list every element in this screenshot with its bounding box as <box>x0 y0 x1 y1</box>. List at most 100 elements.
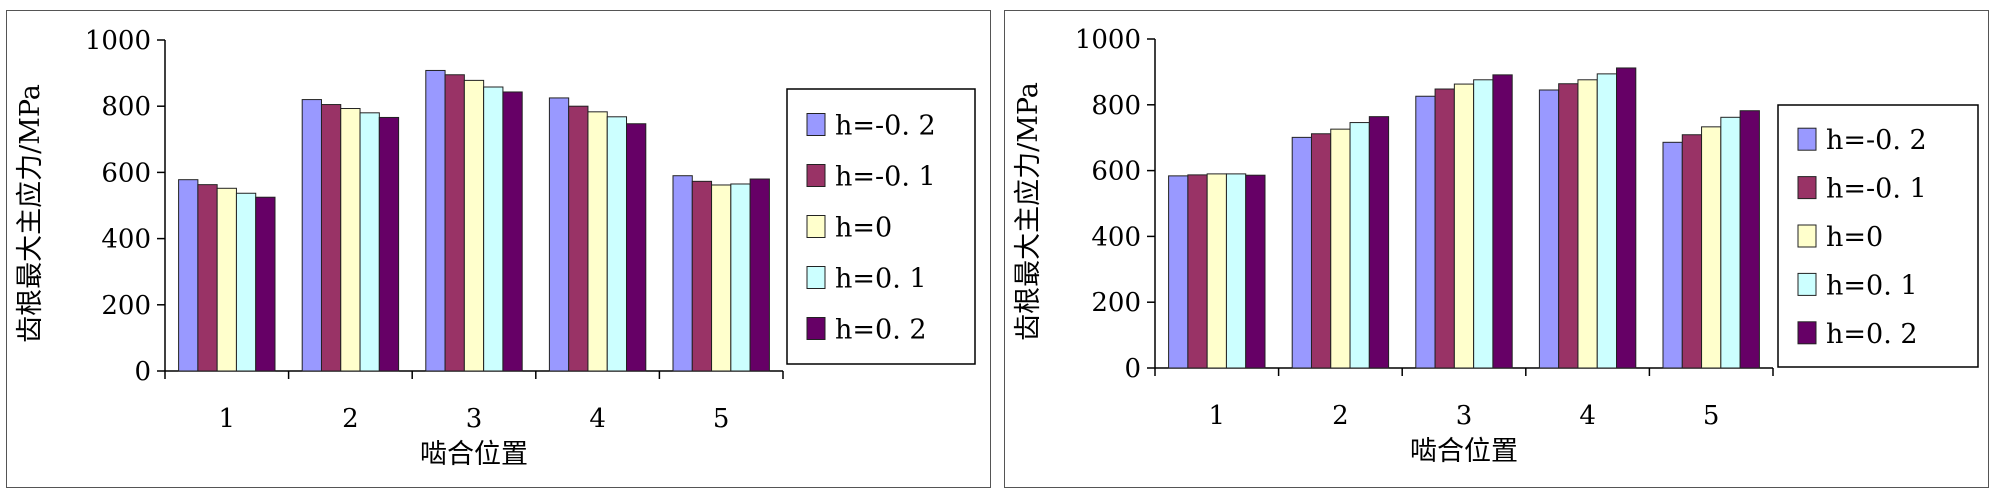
bar-h=0.2-pos-1 <box>1245 174 1266 369</box>
x-axis-title: 啮合位置 <box>420 439 528 470</box>
legend-swatch <box>1797 176 1817 200</box>
chart-panel-left: 0 200 400 600 800 1000 1 2 3 4 5 啮合位置 齿根最大主应力/MPa h=-… <box>6 10 991 488</box>
chart-panel-right: 0 200 400 600 800 1000 1 2 3 4 5 啮合位置 齿根最大主应力/MPa h=-… <box>1004 10 1989 488</box>
legend-swatch <box>1797 272 1817 296</box>
bar-h=0.2-pos-2 <box>1368 116 1390 369</box>
bar-h=0.1-pos-3 <box>483 86 504 372</box>
bar-h=0.1-pos-2 <box>359 112 380 372</box>
y-tick-label: 600 <box>101 158 151 188</box>
legend-label: h=-0. 2 <box>835 111 936 142</box>
y-tick-label: 600 <box>1091 157 1141 187</box>
legend-swatch <box>1797 224 1817 248</box>
bar-h=-0.1-pos-3 <box>1434 88 1455 369</box>
bar-h=0.2-pos-1 <box>255 196 276 372</box>
legend-label: h=0. 1 <box>835 264 927 295</box>
x-tick-label: 2 <box>342 404 359 434</box>
legend-label: h=0 <box>835 213 892 244</box>
bar-h=0.2-pos-2 <box>378 116 400 372</box>
bar-h=0-pos-3 <box>1453 83 1475 369</box>
y-tick-label: 400 <box>101 225 151 255</box>
bar-h=-0.1-pos-4 <box>1558 83 1579 369</box>
chart-right-svg: 0 200 400 600 800 1000 1 2 3 4 5 啮合位置 齿根最大主应力/MPa h=-… <box>1013 25 1979 467</box>
bar-h=0.1-pos-3 <box>1473 79 1494 369</box>
bar-h=0-pos-2 <box>1330 128 1351 369</box>
bar-h=0-pos-4 <box>1577 79 1598 369</box>
bar-h=-0.2-pos-1 <box>1168 175 1189 369</box>
bar-h=0.1-pos-4 <box>1596 73 1618 369</box>
bar-h=-0.1-pos-4 <box>568 105 589 372</box>
bar-h=0.1-pos-1 <box>1225 173 1247 369</box>
bar-h=-0.1-pos-5 <box>691 180 713 372</box>
legend-label: h=0. 2 <box>835 315 927 346</box>
x-tick-label: 2 <box>1332 401 1349 431</box>
bar-h=0.2-pos-3 <box>502 91 523 372</box>
legend-swatch <box>806 164 826 187</box>
y-tick-label: 800 <box>1091 91 1141 121</box>
legend-swatch <box>806 266 826 289</box>
chart-left-svg: 0 200 400 600 800 1000 1 2 3 4 5 啮合位置 齿根最大主应力/MPa h=-… <box>15 26 976 470</box>
y-tick-label: 800 <box>101 92 151 122</box>
bar-h=-0.1-pos-1 <box>1187 174 1208 369</box>
bar-h=-0.1-pos-1 <box>197 184 218 372</box>
bar-h=-0.1-pos-2 <box>1310 133 1332 369</box>
bar-h=0.2-pos-5 <box>749 178 770 372</box>
bar-h=0.2-pos-4 <box>626 123 647 372</box>
legend-swatch <box>1797 127 1817 151</box>
bar-h=-0.1-pos-2 <box>320 104 342 372</box>
y-tick-label: 0 <box>134 357 151 387</box>
legend-label: h=0. 1 <box>1826 270 1918 301</box>
y-tick-label: 1000 <box>1075 25 1141 55</box>
bar-h=-0.2-pos-2 <box>301 99 322 372</box>
bar-h=0.1-pos-5 <box>730 183 751 372</box>
legend: h=-0. 2 h=-0. 1 h=0 h=0. 1 h=0. 2 <box>1777 104 1979 368</box>
x-tick-label: 3 <box>1456 401 1473 431</box>
y-axis-title: 齿根最大主应力/MPa <box>15 84 46 343</box>
bar-h=-0.2-pos-3 <box>425 69 446 372</box>
legend-label: h=-0. 1 <box>835 162 936 193</box>
bar-h=0.2-pos-5 <box>1739 110 1760 369</box>
bar-h=0-pos-1 <box>1206 173 1227 369</box>
legend-label: h=0. 2 <box>1826 319 1918 350</box>
legend-swatch <box>806 317 826 340</box>
x-axis-title: 啮合位置 <box>1410 436 1518 467</box>
bar-h=0.2-pos-4 <box>1616 67 1637 369</box>
bar-h=0.1-pos-2 <box>1349 122 1370 369</box>
legend: h=-0. 2 h=-0. 1 h=0 h=0. 1 h=0. 2 <box>786 88 976 365</box>
bar-h=-0.2-pos-3 <box>1415 95 1436 369</box>
bar-h=0-pos-3 <box>463 79 485 372</box>
bar-h=0-pos-5 <box>711 184 732 372</box>
bar-h=0-pos-1 <box>216 187 237 372</box>
y-axis-title: 齿根最大主应力/MPa <box>1013 82 1044 341</box>
bar-h=-0.2-pos-5 <box>672 175 693 372</box>
bar-h=0.2-pos-3 <box>1492 74 1513 369</box>
y-tick-label: 0 <box>1124 354 1141 384</box>
bar-h=-0.1-pos-3 <box>444 74 465 372</box>
bar-h=-0.1-pos-5 <box>1681 134 1703 369</box>
y-tick-label: 1000 <box>85 26 151 56</box>
x-tick-label: 1 <box>219 404 236 434</box>
bar-h=-0.2-pos-2 <box>1291 136 1312 369</box>
x-tick-label: 5 <box>1703 401 1720 431</box>
legend-swatch <box>806 215 826 238</box>
bar-h=0.1-pos-1 <box>235 192 257 372</box>
bar-h=0-pos-4 <box>587 111 608 372</box>
y-tick-label: 200 <box>1091 288 1141 318</box>
bar-h=-0.2-pos-1 <box>178 179 199 372</box>
legend-label: h=0 <box>1826 222 1883 253</box>
x-tick-label: 5 <box>713 404 730 434</box>
legend-swatch <box>806 113 826 136</box>
legend-swatch <box>1797 321 1817 345</box>
bar-h=0-pos-5 <box>1701 126 1722 369</box>
bar-h=0.1-pos-5 <box>1720 116 1741 369</box>
y-tick-label: 400 <box>1091 222 1141 252</box>
x-tick-label: 4 <box>589 404 606 434</box>
x-tick-label: 1 <box>1209 401 1226 431</box>
bar-h=0-pos-2 <box>340 108 361 372</box>
x-tick-label: 3 <box>466 404 483 434</box>
bar-h=0.1-pos-4 <box>606 116 628 372</box>
legend-label: h=-0. 2 <box>1826 125 1927 156</box>
legend-label: h=-0. 1 <box>1826 174 1927 205</box>
y-tick-label: 200 <box>101 291 151 321</box>
x-tick-label: 4 <box>1579 401 1596 431</box>
bar-h=-0.2-pos-4 <box>548 97 570 372</box>
